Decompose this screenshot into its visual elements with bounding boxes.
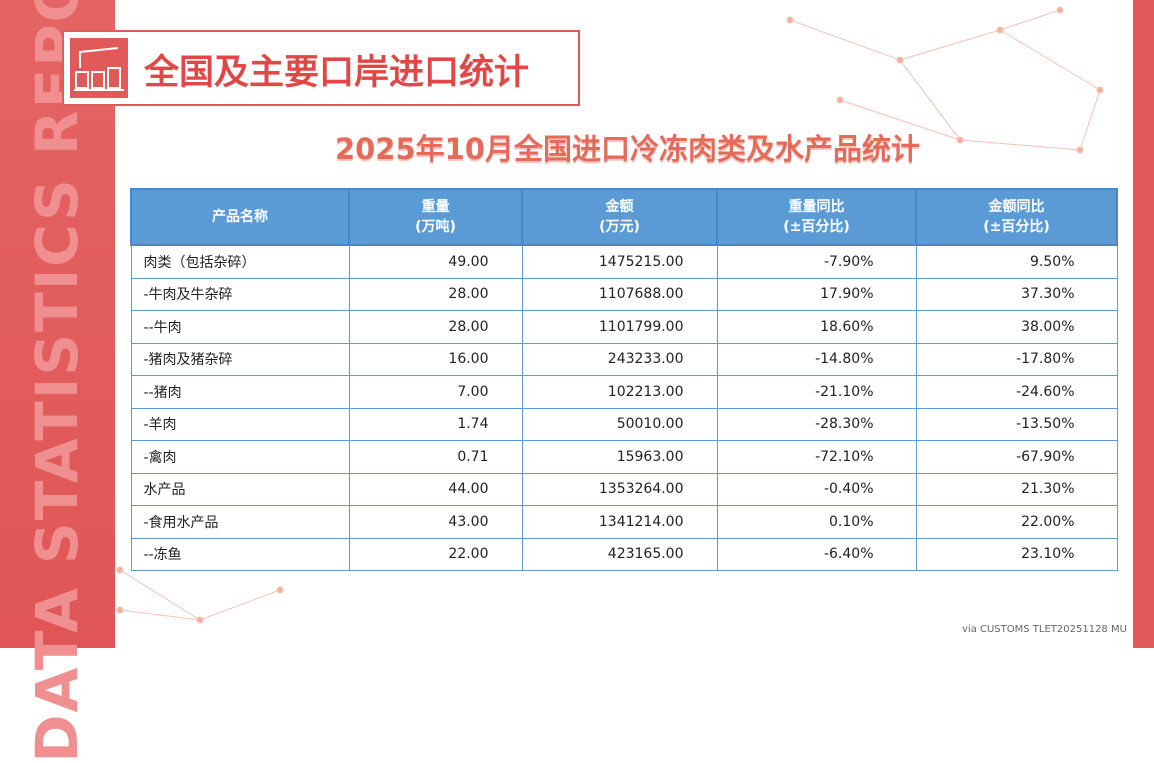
table-row: --猪肉 7.00 102213.00 -21.10% -24.60% — [130, 375, 1118, 409]
table-cell: 21.30% — [915, 472, 1118, 506]
table-cell: 28.00 — [348, 277, 523, 311]
table-row: -牛肉及牛杂碎 28.00 1107688.00 17.90% 37.30% — [130, 277, 1118, 311]
table-cell: 1353264.00 — [521, 472, 718, 506]
table-row: -猪肉及猪杂碎 16.00 243233.00 -14.80% -17.80% — [130, 342, 1118, 376]
header-line: (万元) — [599, 219, 640, 235]
table-cell: -食用水产品 — [130, 505, 350, 539]
table-cell: -17.80% — [915, 342, 1118, 376]
table-cell: -7.90% — [716, 244, 917, 279]
subtitle: 2025年10月全国进口冷冻肉类及水产品统计 — [334, 132, 921, 166]
table-cell: -21.10% — [716, 375, 917, 409]
table-row: -食用水产品 43.00 1341214.00 0.10% 22.00% — [130, 505, 1118, 539]
column-header: 金额同比 (±百分比) — [915, 188, 1118, 246]
table-body: 肉类（包括杂碎） 49.00 1475215.00 -7.90% 9.50% -牛肉及牛杂… — [130, 244, 1118, 571]
header-line: 重量 — [421, 199, 450, 215]
header-line: 金额 — [605, 199, 634, 215]
column-header: 重量 (万吨) — [348, 188, 523, 246]
table-cell: 0.71 — [348, 440, 523, 474]
table-cell: -24.60% — [915, 375, 1118, 409]
table-cell: 28.00 — [348, 310, 523, 344]
table-cell: 43.00 — [348, 505, 523, 539]
table-row: --冻鱼 22.00 423165.00 -6.40% 23.10% — [130, 537, 1118, 571]
right-band — [1133, 0, 1154, 648]
table-cell: --牛肉 — [130, 310, 350, 344]
table-cell: -羊肉 — [130, 407, 350, 441]
table-cell: -72.10% — [716, 440, 917, 474]
table-cell: 37.30% — [915, 277, 1118, 311]
table-cell: 44.00 — [348, 472, 523, 506]
table-cell: 1107688.00 — [521, 277, 718, 311]
header-row: 产品名称 重量 (万吨) 金额 (万元) 重量同比 (±百分比) 金额同比 (±百分比) — [130, 188, 1118, 246]
table-cell: 22.00 — [348, 537, 523, 571]
table-row: -禽肉 0.71 15963.00 -72.10% -67.90% — [130, 440, 1118, 474]
header-line: (±百分比) — [783, 219, 850, 235]
table-cell: 16.00 — [348, 342, 523, 376]
table-row: 肉类（包括杂碎） 49.00 1475215.00 -7.90% 9.50% — [130, 244, 1118, 279]
table-cell: -6.40% — [716, 537, 917, 571]
header-line: 产品名称 — [212, 209, 268, 225]
table-cell: --冻鱼 — [130, 537, 350, 571]
table-cell: 1341214.00 — [521, 505, 718, 539]
table-cell: 1475215.00 — [521, 244, 718, 279]
table-cell: 9.50% — [915, 244, 1118, 279]
table-cell: -猪肉及猪杂碎 — [130, 342, 350, 376]
table-cell: 102213.00 — [521, 375, 718, 409]
table-cell: 423165.00 — [521, 537, 718, 571]
table-cell: -14.80% — [716, 342, 917, 376]
header-line: 重量同比 — [788, 199, 845, 215]
table-cell: --猪肉 — [130, 375, 350, 409]
table-cell: 38.00% — [915, 310, 1118, 344]
table-cell: -13.50% — [915, 407, 1118, 441]
footer: via CUSTOMS TLET20251128 MU — [962, 624, 1127, 635]
column-header: 产品名称 — [130, 188, 350, 246]
table-row: 水产品 44.00 1353264.00 -0.40% 21.30% — [130, 472, 1118, 506]
table-row: -羊肉 1.74 50010.00 -28.30% -13.50% — [130, 407, 1118, 441]
table-cell: 1101799.00 — [521, 310, 718, 344]
table-cell: 23.10% — [915, 537, 1118, 571]
table-cell: -28.30% — [716, 407, 917, 441]
table-cell: 49.00 — [348, 244, 523, 279]
table-cell: 肉类（包括杂碎） — [130, 244, 350, 279]
table-cell: 1.74 — [348, 407, 523, 441]
table-cell: 17.90% — [716, 277, 917, 311]
left-band: DATA STATISTICS REPORT — [0, 0, 115, 763]
decoration — [116, 6, 1104, 624]
column-header: 重量同比 (±百分比) — [716, 188, 917, 246]
table-cell: 18.60% — [716, 310, 917, 344]
table-cell: -牛肉及牛杂碎 — [130, 277, 350, 311]
table-cell: -禽肉 — [130, 440, 350, 474]
header-line: 金额同比 — [988, 199, 1045, 215]
table-cell: -0.40% — [716, 472, 917, 506]
header-line: (万吨) — [415, 219, 456, 235]
table-cell: -67.90% — [915, 440, 1118, 474]
column-header: 金额 (万元) — [521, 188, 718, 246]
table-cell: 0.10% — [716, 505, 917, 539]
table-cell: 水产品 — [130, 472, 350, 506]
title-box: 全国及主要口岸进口统计 — [62, 30, 580, 106]
data-table: 产品名称 重量 (万吨) 金额 (万元) 重量同比 (±百分比) 金额同比 (±百分比) 肉类（… — [130, 188, 1118, 571]
title-icon — [70, 38, 128, 98]
table-row: --牛肉 28.00 1101799.00 18.60% 38.00% — [130, 310, 1118, 344]
table-cell: 7.00 — [348, 375, 523, 409]
header-line: (±百分比) — [983, 219, 1050, 235]
table-cell: 50010.00 — [521, 407, 718, 441]
table-cell: 22.00% — [915, 505, 1118, 539]
table-cell: 243233.00 — [521, 342, 718, 376]
title: 全国及主要口岸进口统计 — [144, 53, 530, 93]
table-cell: 15963.00 — [521, 440, 718, 474]
